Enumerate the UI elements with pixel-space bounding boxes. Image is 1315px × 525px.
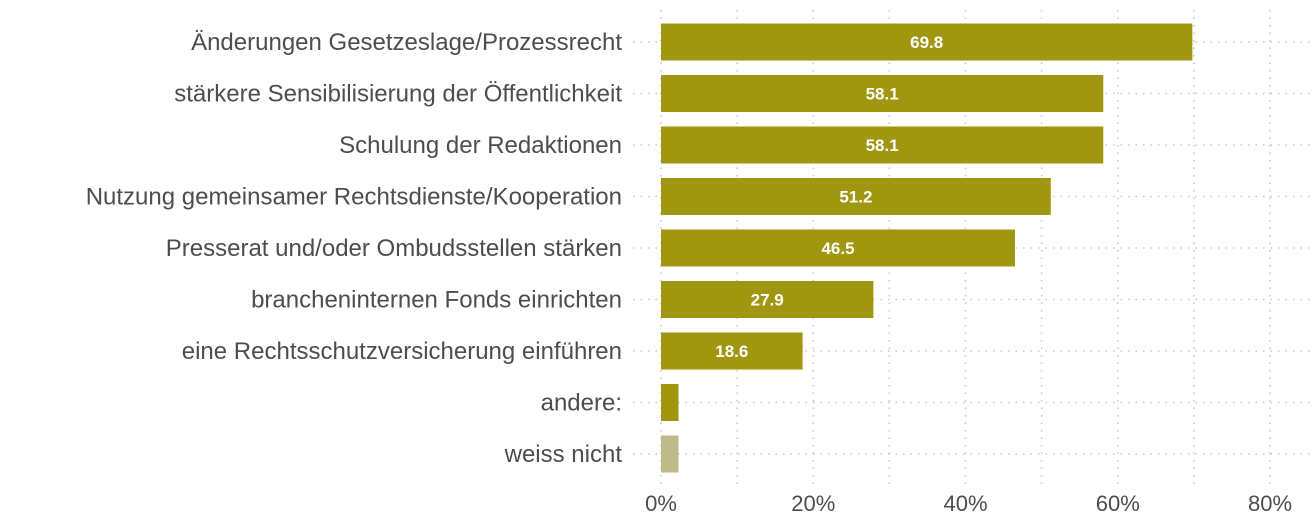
category-label: andere: xyxy=(541,390,622,417)
x-tick-label: 20% xyxy=(791,491,835,516)
data-label: 46.5 xyxy=(821,239,854,258)
data-label: 51.2 xyxy=(839,188,872,207)
category-label: Änderungen Gesetzeslage/Prozessrecht xyxy=(191,29,622,56)
bar xyxy=(661,75,1104,112)
data-label: 58.1 xyxy=(866,136,899,155)
category-label: Nutzung gemeinsamer Rechtsdienste/Kooper… xyxy=(86,184,622,211)
data-label: 27.9 xyxy=(751,291,784,310)
data-label: 69.8 xyxy=(910,33,943,52)
x-tick-label: 60% xyxy=(1096,491,1140,516)
data-label: 58.1 xyxy=(866,85,899,104)
bar xyxy=(661,229,1015,267)
bar xyxy=(661,384,679,421)
bar xyxy=(661,178,1051,215)
bar xyxy=(661,332,803,370)
x-tick-label: 40% xyxy=(943,491,987,516)
bar xyxy=(661,126,1104,164)
category-label: brancheninternen Fonds einrichten xyxy=(251,287,622,314)
category-label: Schulung der Redaktionen xyxy=(339,132,622,159)
category-label: Presserat und/oder Ombudsstellen stärken xyxy=(166,235,622,262)
category-label: weiss nicht xyxy=(504,441,623,468)
bar xyxy=(661,435,679,473)
x-tick-label: 80% xyxy=(1248,491,1292,516)
bar xyxy=(661,23,1193,61)
category-label: stärkere Sensibilisierung der Öffentlich… xyxy=(174,81,622,108)
x-tick-label: 0% xyxy=(645,491,677,516)
category-label: eine Rechtsschutzversicherung einführen xyxy=(182,338,622,365)
bar xyxy=(661,281,874,318)
data-label: 18.6 xyxy=(715,342,748,361)
